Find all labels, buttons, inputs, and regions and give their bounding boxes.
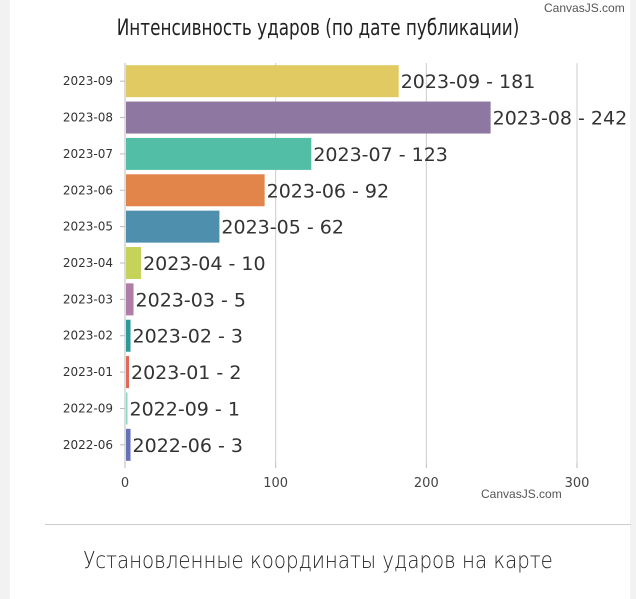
x-tick-label: 300: [565, 476, 590, 491]
data-label: 2023-08 - 242: [493, 108, 628, 130]
bar-2023-05: [126, 210, 220, 243]
page-left-margin: [0, 0, 10, 599]
page-right-margin: [630, 0, 636, 599]
bar-2023-09: [126, 65, 399, 98]
bar-2023-01: [126, 356, 130, 389]
y-tick-label: 2023-08: [63, 111, 113, 125]
bar-2022-09: [126, 392, 128, 425]
x-tick-label: 100: [263, 476, 288, 491]
data-label: 2023-05 - 62: [221, 217, 344, 239]
bar-2023-04: [126, 247, 142, 279]
y-tick-label: 2022-06: [63, 438, 113, 452]
bar-2023-06: [126, 174, 265, 207]
bar-chart: 0 100 200 300 2023-09 2023-09 - 181 2023-08 202…: [63, 63, 628, 491]
y-tick-label: 2023-06: [63, 183, 113, 197]
data-label: 2023-06 - 92: [267, 180, 390, 202]
y-tick-label: 2023-04: [63, 256, 113, 270]
y-tick-label: 2023-03: [63, 292, 113, 306]
data-label: 2022-06 - 3: [133, 435, 243, 457]
section-divider: [45, 524, 631, 525]
data-label: 2023-04 - 10: [143, 253, 265, 275]
canvasjs-credit-top[interactable]: CanvasJS.com: [544, 1, 625, 15]
bar-2023-03: [126, 283, 134, 316]
bar-2023-08: [126, 101, 491, 134]
section-title: Установленные координаты ударов на карте: [83, 548, 553, 574]
data-label: 2023-07 - 123: [313, 144, 448, 166]
y-tick-label: 2022-09: [63, 401, 113, 415]
y-tick-label: 2023-05: [63, 220, 113, 234]
bar-2023-02: [126, 319, 131, 352]
x-tick-label: 0: [121, 476, 129, 491]
data-label: 2023-02 - 3: [133, 326, 243, 348]
bar-2022-06: [126, 428, 131, 461]
data-label: 2023-03 - 5: [136, 289, 246, 311]
y-tick-label: 2023-01: [63, 365, 113, 379]
data-label: 2023-09 - 181: [401, 71, 536, 93]
y-tick-label: 2023-09: [63, 74, 113, 88]
canvasjs-credit-bottom[interactable]: CanvasJS.com: [481, 487, 562, 501]
x-tick-label: 200: [414, 476, 439, 491]
bar-2023-07: [126, 137, 312, 170]
chart-title: Интенсивность ударов (по дате публикации…: [116, 16, 520, 41]
y-tick-label: 2023-07: [63, 147, 113, 161]
y-tick-label: 2023-02: [63, 329, 113, 343]
data-label: 2023-01 - 2: [131, 362, 241, 384]
data-label: 2022-09 - 1: [130, 398, 240, 420]
